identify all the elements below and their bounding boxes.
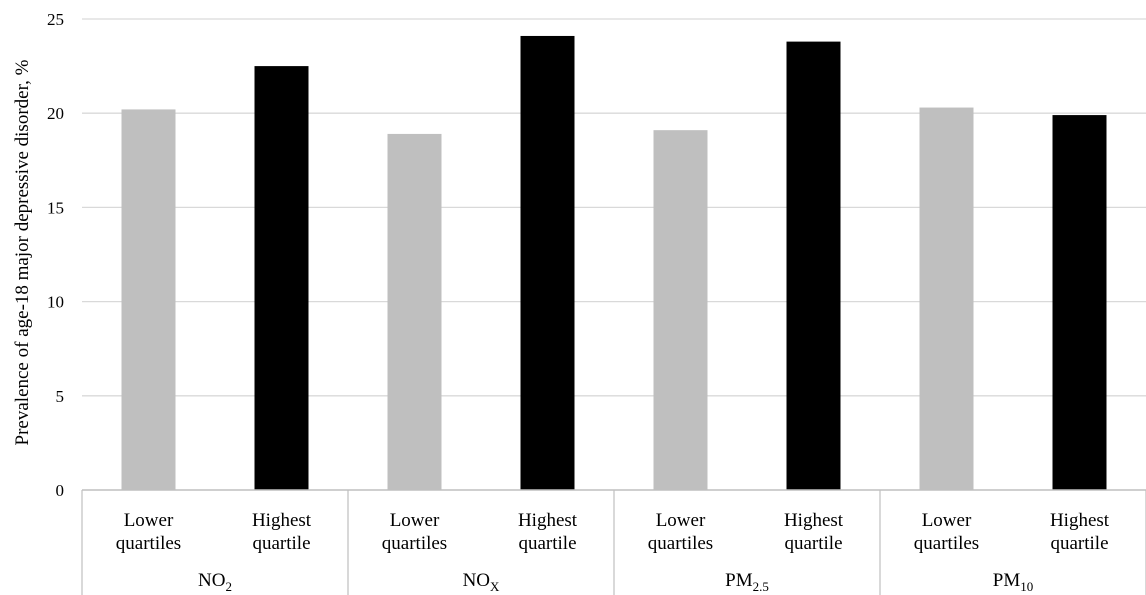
x-axis <box>81 489 1146 595</box>
x-category-labels: Lower quartiles Highest quartile Lower quarti… <box>116 510 1110 554</box>
bar-highest-quartile <box>254 66 309 490</box>
y-tick-label: 0 <box>56 481 65 500</box>
y-tick-label: 20 <box>47 104 64 123</box>
y-axis-label: Prevalence of age-18 major depressive di… <box>12 59 33 445</box>
x-group-label: PM2.5 <box>725 570 769 594</box>
x-group-labels: NO2 NOX PM2.5 PM10 <box>198 570 1033 594</box>
y-tick-label: 5 <box>56 387 65 406</box>
x-category-label: Highest quartile <box>1050 510 1110 554</box>
bars <box>121 35 1107 491</box>
bar-lower-quartiles <box>653 130 708 490</box>
x-group-label: PM10 <box>993 570 1033 594</box>
bar-lower-quartiles <box>387 133 442 490</box>
bar-highest-quartile <box>786 41 841 490</box>
bar-highest-quartile <box>1052 115 1107 491</box>
x-category-label: Lower quartiles <box>382 510 447 554</box>
y-tick-label: 10 <box>47 293 64 312</box>
y-tick-labels: 0 5 10 15 20 25 <box>47 10 64 500</box>
x-category-label: Highest quartile <box>252 510 312 554</box>
gridlines <box>82 18 1146 397</box>
y-tick-label: 15 <box>47 198 64 217</box>
x-group-label: NOX <box>463 570 500 594</box>
bar-lower-quartiles <box>919 107 974 490</box>
x-category-label: Lower quartiles <box>648 510 713 554</box>
bar-highest-quartile <box>520 35 575 491</box>
x-category-label: Highest quartile <box>518 510 578 554</box>
x-category-label: Lower quartiles <box>914 510 979 554</box>
bar-lower-quartiles <box>121 109 176 490</box>
x-group-label: NO2 <box>198 570 232 594</box>
x-category-label: Highest quartile <box>784 510 844 554</box>
x-category-label: Lower quartiles <box>116 510 181 554</box>
y-tick-label: 25 <box>47 10 64 29</box>
